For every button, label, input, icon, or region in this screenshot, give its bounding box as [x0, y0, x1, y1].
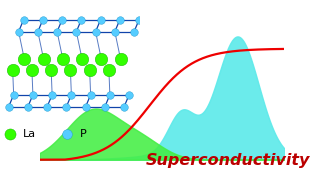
Text: Superconductivity: Superconductivity	[146, 153, 310, 168]
Text: P: P	[80, 129, 87, 139]
Text: La: La	[23, 129, 36, 139]
